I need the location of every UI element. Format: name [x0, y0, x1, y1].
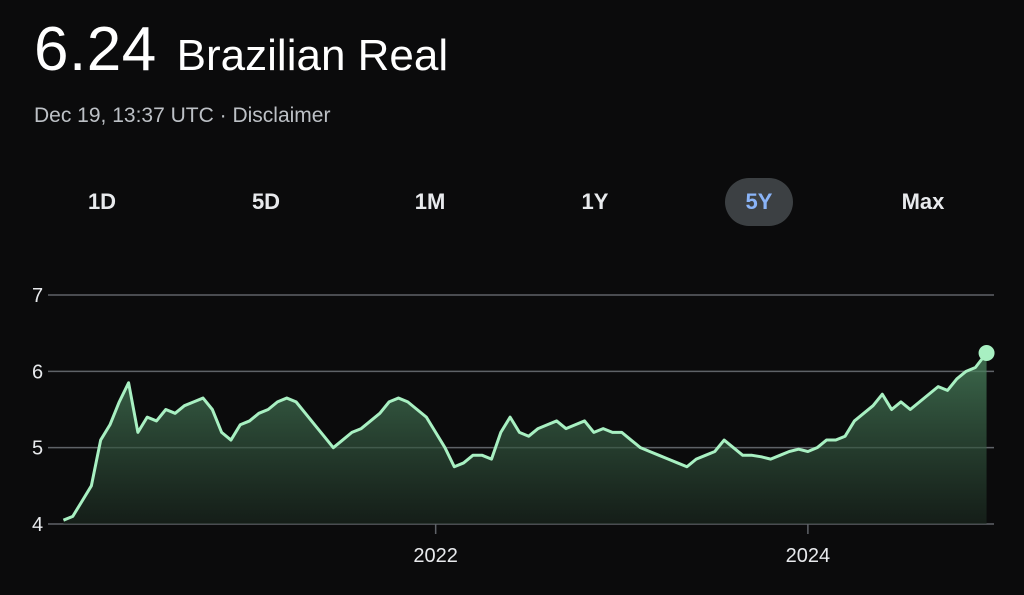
range-tab-5y[interactable]: 5Y — [725, 178, 793, 226]
y-tick-label-4: 4 — [32, 514, 43, 536]
quote-timestamp: Dec 19, 13:37 UTC — [34, 104, 214, 127]
range-tab-1y[interactable]: 1Y — [581, 189, 609, 214]
range-tab-5d[interactable]: 5D — [251, 189, 281, 214]
range-tab-1d[interactable]: 1D — [87, 189, 117, 214]
y-tick-label-6: 6 — [32, 361, 43, 383]
price-chart: 4 5 6 7 2022 2024 — [32, 285, 995, 567]
range-tab-max[interactable]: Max — [901, 189, 945, 214]
x-tick-label-2022: 2022 — [413, 545, 458, 567]
meta-separator: · — [219, 104, 227, 127]
y-tick-label-5: 5 — [32, 438, 43, 460]
currency-name: Brazilian Real — [176, 31, 449, 80]
quote-meta: Dec 19, 13:37 UTC · Disclaimer — [34, 104, 330, 128]
time-range-selector: 1D 5D 1M 1Y 5Y Max — [34, 178, 994, 228]
range-tab-1m[interactable]: 1M — [414, 189, 446, 214]
disclaimer-link[interactable]: Disclaimer — [232, 104, 331, 127]
latest-point-marker — [978, 345, 995, 362]
x-tick-label-2024: 2024 — [786, 545, 831, 567]
price-value: 6.24 — [34, 15, 157, 84]
price-area — [63, 353, 987, 524]
y-tick-label-7: 7 — [32, 285, 43, 307]
price-line — [62, 352, 988, 522]
quote-header: 6.24 Brazilian Real — [34, 14, 448, 85]
